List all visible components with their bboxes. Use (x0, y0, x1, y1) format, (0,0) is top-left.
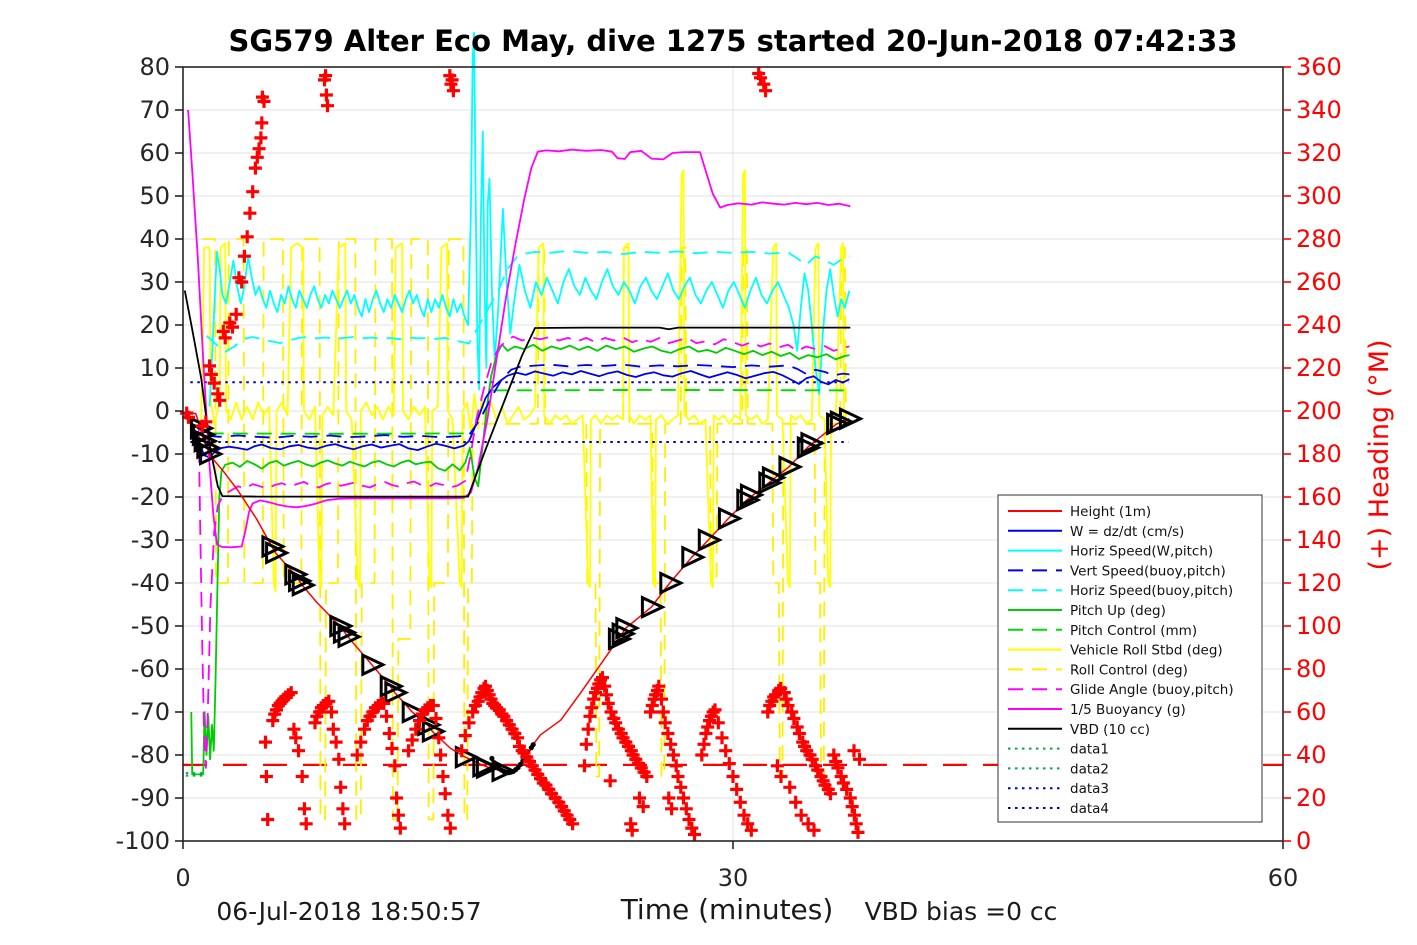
left-tick-label: -100 (116, 827, 170, 855)
left-tick-label: -80 (131, 741, 170, 769)
plot-timestamp: 06-Jul-2018 18:50:57 (216, 897, 482, 926)
right-tick-label: 160 (1296, 483, 1342, 511)
legend-entry-label: Vehicle Roll Stbd (deg) (1070, 643, 1223, 659)
right-tick-label: 360 (1296, 53, 1342, 81)
legend-entry-label: Vert Speed(buoy,pitch) (1070, 563, 1226, 579)
right-tick-label: 60 (1296, 698, 1327, 726)
right-tick-label: 180 (1296, 440, 1342, 468)
left-tick-label: -90 (131, 784, 170, 812)
legend-entry-label: Pitch Up (deg) (1070, 603, 1166, 619)
left-tick-label: 50 (139, 182, 170, 210)
left-tick-label: -20 (131, 483, 170, 511)
left-tick-label: -70 (131, 698, 170, 726)
legend-entry-label: VBD (10 cc) (1070, 722, 1150, 738)
right-tick-label: 20 (1296, 784, 1327, 812)
left-tick-label: 60 (139, 139, 170, 167)
x-tick-label: 0 (175, 864, 190, 892)
left-tick-label: 80 (139, 53, 170, 81)
left-tick-label: -50 (131, 612, 170, 640)
legend-entry-label: data3 (1070, 781, 1109, 797)
legend-entry-label: Height (1m) (1070, 504, 1151, 520)
left-tick-label: -40 (131, 569, 170, 597)
marker-dot (489, 755, 495, 762)
left-tick-label: 30 (139, 268, 170, 296)
legend: Height (1m) W = dz/dt (cm/s) Horiz Speed(W… (997, 494, 1263, 823)
right-tick-label: 140 (1296, 526, 1342, 554)
right-tick-label: 120 (1296, 569, 1342, 597)
right-tick-label: 260 (1296, 268, 1342, 296)
series-horiz_buoy (206, 250, 850, 353)
legend-entry-label: data4 (1070, 801, 1109, 817)
vbd-bias-note: VBD bias =0 cc (864, 897, 1058, 926)
series-roll_ctl (202, 238, 850, 821)
data-series (183, 31, 851, 821)
marker-series (180, 67, 866, 841)
legend-entry-label: Horiz Speed(W,pitch) (1070, 544, 1213, 560)
right-y-axis-label: (+) Heading (°M) (1364, 339, 1395, 570)
legend-entry-label: data2 (1070, 761, 1109, 777)
right-tick-label: 240 (1296, 311, 1342, 339)
left-tick-label: 10 (139, 354, 170, 382)
legend-entry-label: Pitch Control (mm) (1070, 623, 1197, 639)
right-tick-label: 300 (1296, 182, 1342, 210)
series-buoy (187, 109, 851, 549)
page-title: SG579 Alter Eco May, dive 1275 started 2… (228, 24, 1238, 58)
series-roll (200, 169, 851, 593)
series-vbd (183, 290, 851, 498)
left-tick-label: 20 (139, 311, 170, 339)
legend-entry-label: Roll Control (deg) (1070, 662, 1188, 678)
left-tick-label: -60 (131, 655, 170, 683)
series-vert_buoy (206, 363, 850, 439)
series-glide (197, 335, 850, 769)
right-tick-label: 320 (1296, 139, 1342, 167)
series-horiz_w (208, 31, 851, 407)
series-w (184, 370, 850, 459)
right-tick-label: 220 (1296, 354, 1342, 382)
left-tick-label: 0 (155, 397, 170, 425)
heading-plus-markers (180, 67, 866, 841)
right-tick-label: 340 (1296, 96, 1342, 124)
height-triangle-markers (189, 406, 864, 783)
left-tick-label: -30 (131, 526, 170, 554)
series-pitch (190, 343, 850, 776)
axes: 80706050403020100-10-20-30-40-50-60-70-8… (116, 53, 1342, 892)
right-tick-label: 80 (1296, 655, 1327, 683)
legend-entry-label: 1/5 Buoyancy (g) (1070, 702, 1186, 718)
legend-entry-label: W = dz/dt (cm/s) (1070, 524, 1184, 540)
x-tick-label: 60 (1268, 864, 1299, 892)
x-tick-label: 30 (718, 864, 749, 892)
right-tick-label: 200 (1296, 397, 1342, 425)
right-tick-label: 100 (1296, 612, 1342, 640)
right-tick-label: 0 (1296, 827, 1311, 855)
right-tick-label: 40 (1296, 741, 1327, 769)
x-axis-label: Time (minutes) (620, 893, 834, 926)
series-pitch_ctl_climb (492, 388, 850, 392)
legend-entry-label: Horiz Speed(buoy,pitch) (1070, 583, 1233, 599)
right-tick-label: 280 (1296, 225, 1342, 253)
left-tick-label: 70 (139, 96, 170, 124)
marker-dot (530, 742, 536, 748)
left-tick-label: 40 (139, 225, 170, 253)
left-tick-label: -10 (131, 440, 170, 468)
legend-entry-label: Glide Angle (buoy,pitch) (1070, 682, 1234, 698)
legend-entry-label: data1 (1070, 742, 1109, 758)
